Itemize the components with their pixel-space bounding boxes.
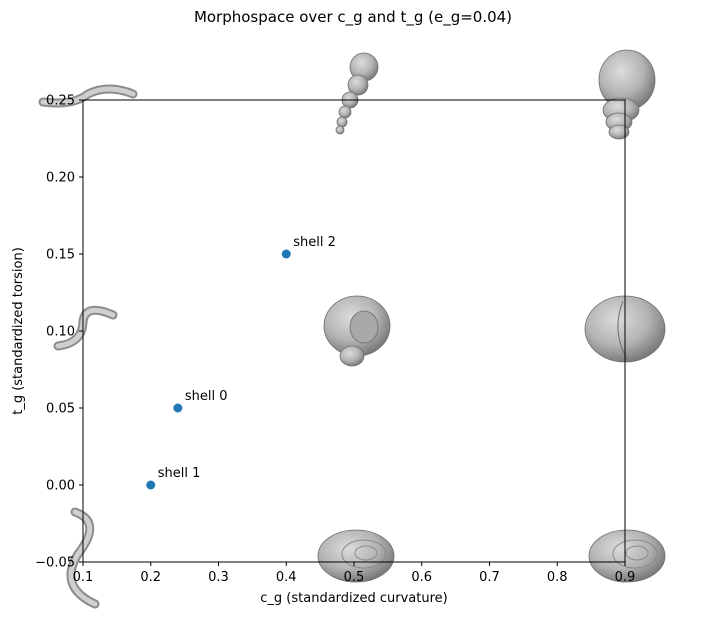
shell-rendering	[335, 52, 379, 135]
x-tick-label: 0.5	[344, 570, 365, 585]
x-tick-label: 0.3	[208, 570, 229, 585]
scatter-point	[281, 249, 291, 259]
shell-renderings	[38, 49, 666, 609]
shell-rendering	[38, 84, 138, 108]
y-axis-label: t_g (standardized torsion)	[11, 247, 26, 415]
x-tick-label: 0.1	[73, 570, 94, 585]
y-tick-label: 0.20	[46, 171, 75, 186]
chart-title: Morphospace over c_g and t_g (e_g=0.04)	[194, 8, 512, 27]
data-points: shell 0 shell 1 shell 2	[146, 235, 336, 490]
x-axis: 0.1 0.2 0.3 0.4 0.5 0.6 0.7 0.8 0.9	[73, 562, 636, 585]
y-tick-label: 0.15	[46, 248, 75, 263]
y-tick-label: 0.05	[46, 402, 75, 417]
x-axis-label: c_g (standardized curvature)	[260, 591, 447, 606]
x-tick-label: 0.8	[547, 570, 568, 585]
x-tick-label: 0.9	[615, 570, 636, 585]
y-tick-label: 0.00	[46, 479, 75, 494]
point-label: shell 0	[185, 389, 228, 404]
scatter-point	[173, 403, 183, 413]
x-tick-label: 0.2	[140, 570, 161, 585]
y-tick-label: 0.10	[46, 325, 75, 340]
shell-rendering	[588, 529, 666, 583]
point-label: shell 2	[293, 235, 336, 250]
point-label: shell 1	[158, 466, 201, 481]
scatter-point	[146, 480, 156, 490]
y-axis: −0.05 0.00 0.05 0.10 0.15 0.20 0.25	[35, 94, 83, 571]
y-tick-label: −0.05	[35, 556, 75, 571]
shell-rendering	[66, 507, 100, 609]
shell-rendering	[598, 49, 656, 140]
x-tick-label: 0.7	[479, 570, 500, 585]
x-tick-label: 0.6	[411, 570, 432, 585]
shell-rendering	[317, 529, 395, 583]
shell-rendering	[323, 295, 391, 367]
x-tick-label: 0.4	[276, 570, 297, 585]
y-tick-label: 0.25	[46, 94, 75, 109]
